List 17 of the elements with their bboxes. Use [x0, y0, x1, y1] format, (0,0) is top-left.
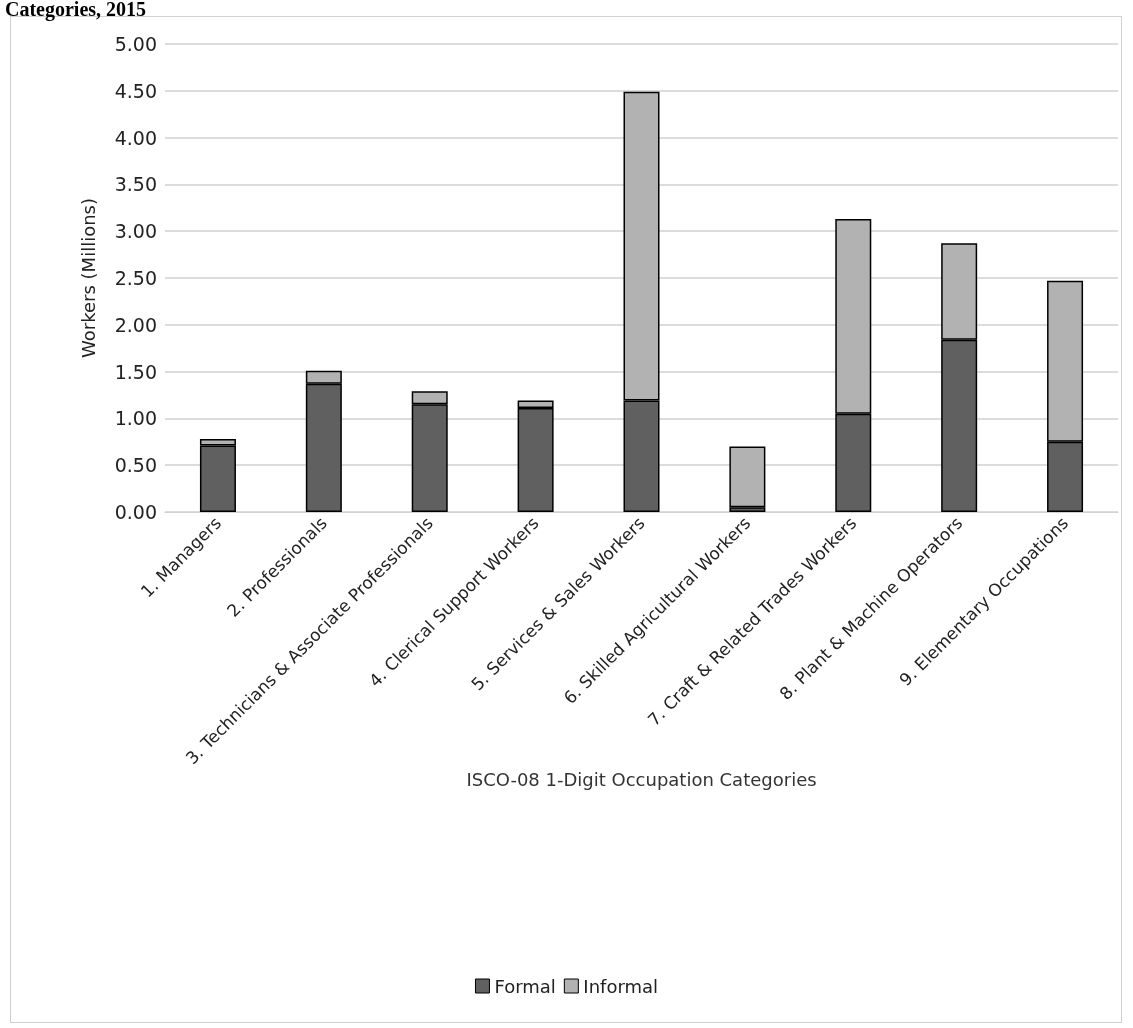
y-tick-label: 5.00	[114, 33, 157, 55]
y-axis-title: Workers (Millions)	[77, 198, 99, 358]
legend-label: Informal	[583, 975, 659, 997]
x-axis-title: ISCO-08 1-Digit Occupation Categories	[466, 768, 817, 790]
bar	[729, 446, 766, 508]
y-tick-label: 2.50	[114, 267, 157, 289]
chart-title: Categories, 2015	[5, 0, 147, 21]
y-tick-label: 3.00	[114, 220, 157, 243]
legend-label: Formal	[494, 975, 556, 997]
y-tick-label: 2.00	[114, 313, 157, 336]
y-tick-label: 1.00	[114, 407, 157, 430]
y-tick-label: 4.00	[114, 126, 157, 149]
y-tick-label: 1.50	[114, 360, 157, 383]
y-tick-label: 0.00	[114, 501, 157, 523]
y-tick-label: 3.50	[114, 173, 157, 196]
y-tick-label: 4.50	[114, 79, 157, 102]
y-tick-label: 0.50	[114, 454, 157, 477]
